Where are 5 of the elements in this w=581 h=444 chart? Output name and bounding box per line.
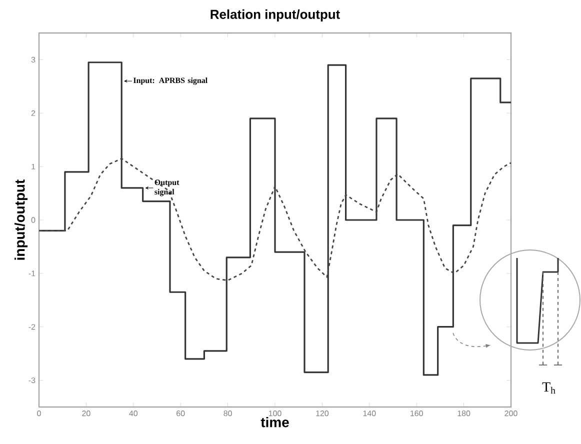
x-axis-title: time [260,417,289,428]
chart-title: Relation input/output [210,9,340,22]
y-axis-title: input/output [14,179,28,260]
line-series [38,158,512,282]
text: T$_{h}$ [542,382,556,394]
